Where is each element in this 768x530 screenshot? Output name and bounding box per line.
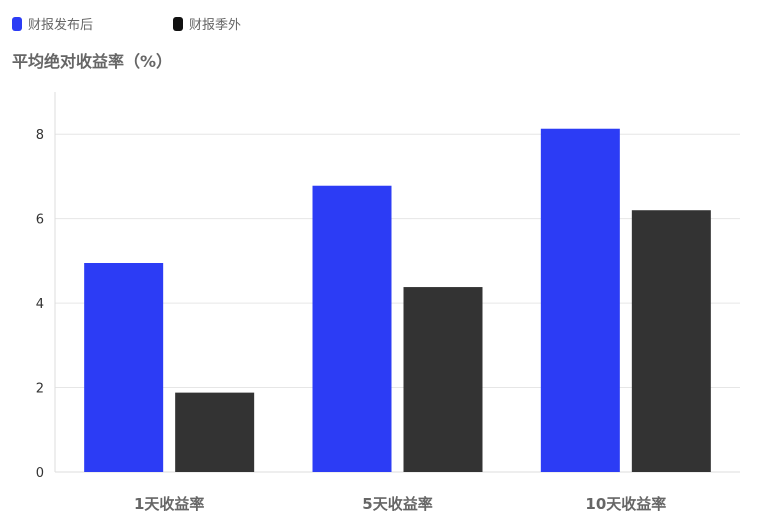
legend: 财报发布后 财报季外 (12, 14, 321, 33)
y-axis-title: 平均绝对收益率（%） (12, 52, 173, 71)
bar-series-1-category-2 (631, 210, 711, 472)
bar-series-1-category-0 (175, 392, 255, 472)
y-tick-label-4: 8 (36, 128, 44, 143)
bar-series-1-category-1 (403, 287, 483, 472)
legend-swatch-series-1 (173, 16, 184, 31)
bar-series-0-category-2 (540, 128, 620, 472)
legend-item-series-0[interactable]: 财报发布后 (12, 14, 93, 33)
x-tick-label-0: 1天收益率 (134, 495, 204, 513)
x-tick-label-2: 10天收益率 (585, 495, 666, 513)
legend-swatch-series-0 (12, 16, 22, 31)
bar-series-0-category-0 (84, 263, 164, 472)
y-tick-label-1: 2 (36, 382, 44, 397)
bar-series-0-category-1 (312, 185, 392, 472)
legend-item-series-1[interactable]: 财报季外 (173, 14, 241, 33)
x-tick-label-1: 5天收益率 (362, 495, 432, 513)
legend-label-series-1: 财报季外 (189, 18, 242, 33)
legend-label-series-0: 财报发布后 (28, 18, 94, 33)
y-tick-label-2: 4 (36, 297, 44, 312)
y-tick-label-0: 0 (36, 466, 44, 481)
y-tick-label-3: 6 (36, 213, 44, 228)
